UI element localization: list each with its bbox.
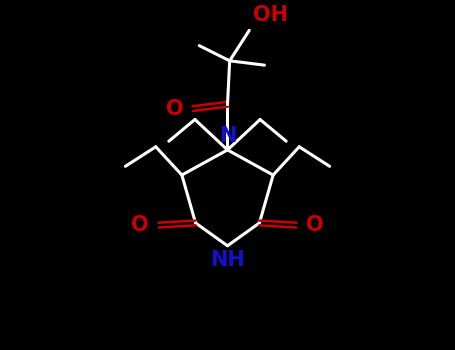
Text: NH: NH <box>210 250 245 270</box>
Text: O: O <box>166 99 183 119</box>
Text: OH: OH <box>253 5 288 25</box>
Text: O: O <box>131 215 149 235</box>
Text: N: N <box>219 126 236 146</box>
Text: O: O <box>306 215 324 235</box>
